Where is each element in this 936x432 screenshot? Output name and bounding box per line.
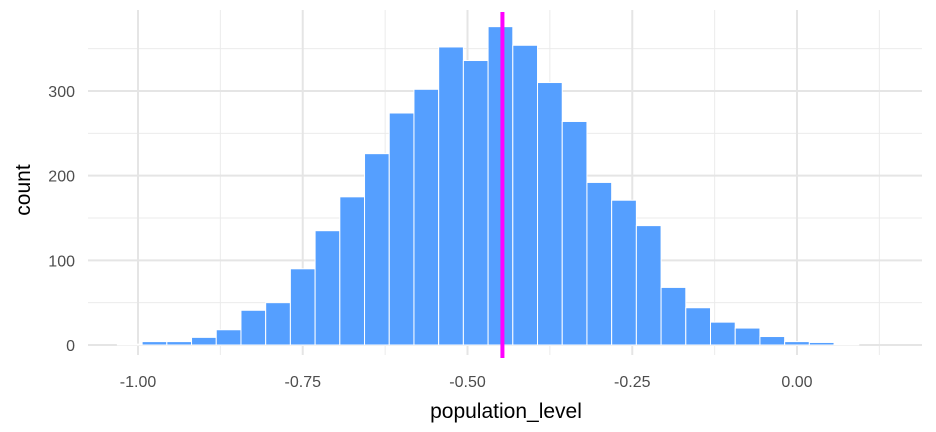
y-tick-label: 0 (66, 338, 75, 355)
histogram-bar (512, 44, 539, 346)
histogram-bar (808, 341, 835, 346)
histogram-bar (759, 336, 786, 346)
histogram-bar (660, 286, 687, 346)
histogram-bar (191, 336, 217, 346)
histogram-bar (710, 321, 736, 346)
histogram-bar (734, 327, 761, 346)
histogram-bars (116, 26, 860, 346)
histogram-bar (685, 307, 712, 346)
y-tick-label: 300 (48, 84, 75, 101)
histogram-bar (635, 225, 662, 346)
histogram-bar (586, 181, 613, 346)
y-axis-title: count (12, 164, 35, 216)
histogram-bar (364, 153, 390, 346)
y-tick-label: 200 (48, 169, 75, 186)
histogram-bar (166, 341, 193, 346)
histogram-bar (289, 268, 316, 346)
x-tick-label: -0.50 (449, 374, 486, 391)
x-tick-label: -1.00 (120, 374, 157, 391)
histogram-bar (537, 82, 563, 346)
histogram-bar (561, 120, 588, 346)
histogram-bar (611, 199, 637, 346)
histogram-bar (388, 112, 415, 346)
histogram-bar (784, 341, 810, 346)
histogram-bar (116, 343, 143, 346)
x-axis-title: population_level (430, 400, 582, 423)
histogram-bar (413, 88, 440, 346)
x-tick-label: 0.00 (781, 374, 812, 391)
histogram-bar (833, 343, 860, 346)
histogram-bar (240, 309, 267, 346)
histogram-bar (339, 196, 366, 346)
histogram-bar (265, 302, 291, 346)
x-tick-label: -0.25 (614, 374, 651, 391)
x-tick-label: -0.75 (285, 374, 322, 391)
y-tick-labels: 0 100 200 300 (48, 84, 75, 355)
histogram-bar (314, 230, 341, 346)
histogram-bar (215, 329, 242, 346)
histogram-bar (141, 341, 168, 346)
histogram-bar (438, 46, 464, 346)
y-tick-label: 100 (48, 253, 75, 270)
x-tick-labels: -1.00 -0.75 -0.50 -0.25 0.00 (120, 374, 813, 391)
histogram-bar (462, 60, 489, 346)
